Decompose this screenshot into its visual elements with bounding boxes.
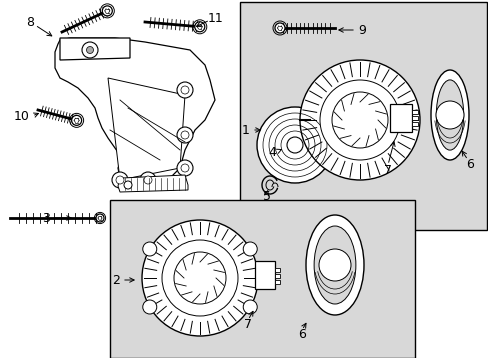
- Circle shape: [142, 242, 157, 256]
- Circle shape: [71, 115, 81, 125]
- Bar: [110, 200, 414, 358]
- Circle shape: [116, 176, 124, 184]
- Text: 4: 4: [267, 145, 275, 159]
- Bar: [411, 116, 417, 120]
- Bar: [411, 122, 417, 126]
- Ellipse shape: [430, 70, 468, 160]
- Text: 9: 9: [357, 24, 365, 37]
- Circle shape: [162, 240, 238, 316]
- Text: 3: 3: [42, 212, 50, 224]
- Polygon shape: [118, 175, 187, 192]
- Circle shape: [102, 6, 112, 16]
- Circle shape: [86, 47, 93, 53]
- Circle shape: [143, 176, 152, 184]
- Text: 10: 10: [14, 110, 30, 122]
- Bar: [274, 274, 280, 278]
- Circle shape: [96, 214, 104, 222]
- Circle shape: [82, 42, 98, 58]
- Circle shape: [435, 101, 463, 129]
- Text: 8: 8: [26, 15, 34, 29]
- Circle shape: [124, 181, 132, 189]
- Polygon shape: [60, 38, 130, 60]
- Ellipse shape: [435, 80, 463, 150]
- Polygon shape: [108, 78, 184, 180]
- Circle shape: [142, 220, 258, 336]
- Circle shape: [319, 80, 399, 160]
- Circle shape: [112, 172, 128, 188]
- Circle shape: [142, 300, 157, 314]
- Polygon shape: [55, 38, 215, 186]
- Bar: [274, 268, 280, 272]
- Circle shape: [274, 23, 285, 33]
- Text: 1: 1: [242, 124, 249, 136]
- Ellipse shape: [313, 226, 355, 304]
- Circle shape: [177, 127, 193, 143]
- Text: 6: 6: [298, 329, 305, 342]
- Bar: [240, 2, 486, 230]
- Circle shape: [243, 300, 257, 314]
- Circle shape: [174, 252, 225, 304]
- Circle shape: [194, 22, 204, 32]
- Circle shape: [177, 160, 193, 176]
- Circle shape: [177, 82, 193, 98]
- Bar: [254, 261, 274, 289]
- Text: 6: 6: [465, 159, 473, 171]
- Circle shape: [181, 86, 189, 94]
- Text: 11: 11: [208, 11, 224, 24]
- Circle shape: [243, 242, 257, 256]
- Circle shape: [299, 60, 419, 180]
- Circle shape: [286, 137, 303, 153]
- Circle shape: [140, 172, 156, 188]
- Circle shape: [181, 131, 189, 139]
- Circle shape: [331, 92, 387, 148]
- Bar: [389, 104, 411, 132]
- Text: 2: 2: [112, 274, 120, 286]
- Circle shape: [181, 164, 189, 172]
- Text: 5: 5: [263, 190, 270, 203]
- Circle shape: [257, 107, 332, 183]
- Circle shape: [318, 249, 350, 281]
- Bar: [274, 280, 280, 284]
- Ellipse shape: [305, 215, 363, 315]
- Bar: [411, 110, 417, 114]
- Text: 7: 7: [244, 319, 251, 332]
- Text: 7: 7: [383, 164, 391, 176]
